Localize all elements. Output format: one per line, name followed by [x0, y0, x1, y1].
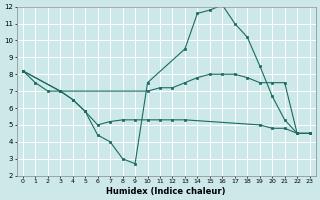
X-axis label: Humidex (Indice chaleur): Humidex (Indice chaleur) [107, 187, 226, 196]
